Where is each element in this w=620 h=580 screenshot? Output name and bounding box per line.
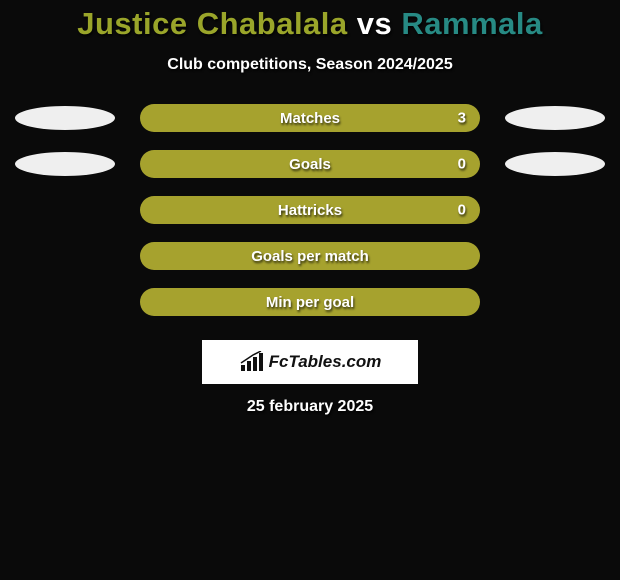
left-ellipse-slot [10, 242, 120, 270]
left-ellipse-slot [10, 150, 120, 178]
logo-inner: FcTables.com [239, 351, 382, 373]
left-ellipse-icon [15, 152, 115, 176]
logo-text: FcTables.com [269, 352, 382, 372]
stat-row: Goals per match [10, 242, 610, 270]
right-ellipse-icon [505, 152, 605, 176]
left-ellipse-slot [10, 196, 120, 224]
player2-name: Rammala [401, 6, 542, 41]
subtitle: Club competitions, Season 2024/2025 [0, 56, 620, 74]
right-ellipse-slot [500, 196, 610, 224]
bar-wrap: Matches 3 [120, 104, 500, 132]
date-label: 25 february 2025 [0, 398, 620, 416]
source-logo: FcTables.com [202, 340, 418, 384]
stat-label: Min per goal [266, 294, 354, 311]
stat-row: Matches 3 [10, 104, 610, 132]
bar-chart-icon [239, 351, 265, 373]
stat-row: Hattricks 0 [10, 196, 610, 224]
right-ellipse-icon [505, 106, 605, 130]
stat-bar: Goals per match [140, 242, 480, 270]
left-ellipse-icon [15, 106, 115, 130]
left-ellipse-slot [10, 288, 120, 316]
comparison-card: Justice Chabalala vs Rammala Club compet… [0, 0, 620, 580]
bar-wrap: Goals per match [120, 242, 500, 270]
stat-label: Matches [280, 110, 340, 127]
stat-value: 0 [458, 156, 466, 173]
right-ellipse-slot [500, 150, 610, 178]
stat-value: 3 [458, 110, 466, 127]
stat-label: Goals [289, 156, 331, 173]
title: Justice Chabalala vs Rammala [0, 6, 620, 42]
stat-row: Goals 0 [10, 150, 610, 178]
left-ellipse-slot [10, 104, 120, 132]
stat-bar: Hattricks 0 [140, 196, 480, 224]
player1-name: Justice Chabalala [77, 6, 347, 41]
stat-label: Hattricks [278, 202, 342, 219]
right-ellipse-slot [500, 288, 610, 316]
stat-label: Goals per match [251, 248, 369, 265]
bar-wrap: Min per goal [120, 288, 500, 316]
right-ellipse-slot [500, 242, 610, 270]
stat-value: 0 [458, 202, 466, 219]
stat-bar: Matches 3 [140, 104, 480, 132]
stat-bar: Min per goal [140, 288, 480, 316]
right-ellipse-slot [500, 104, 610, 132]
stats-rows: Matches 3 Goals 0 [0, 104, 620, 316]
vs-text: vs [357, 6, 392, 41]
stat-row: Min per goal [10, 288, 610, 316]
bar-wrap: Goals 0 [120, 150, 500, 178]
stat-bar: Goals 0 [140, 150, 480, 178]
bar-wrap: Hattricks 0 [120, 196, 500, 224]
